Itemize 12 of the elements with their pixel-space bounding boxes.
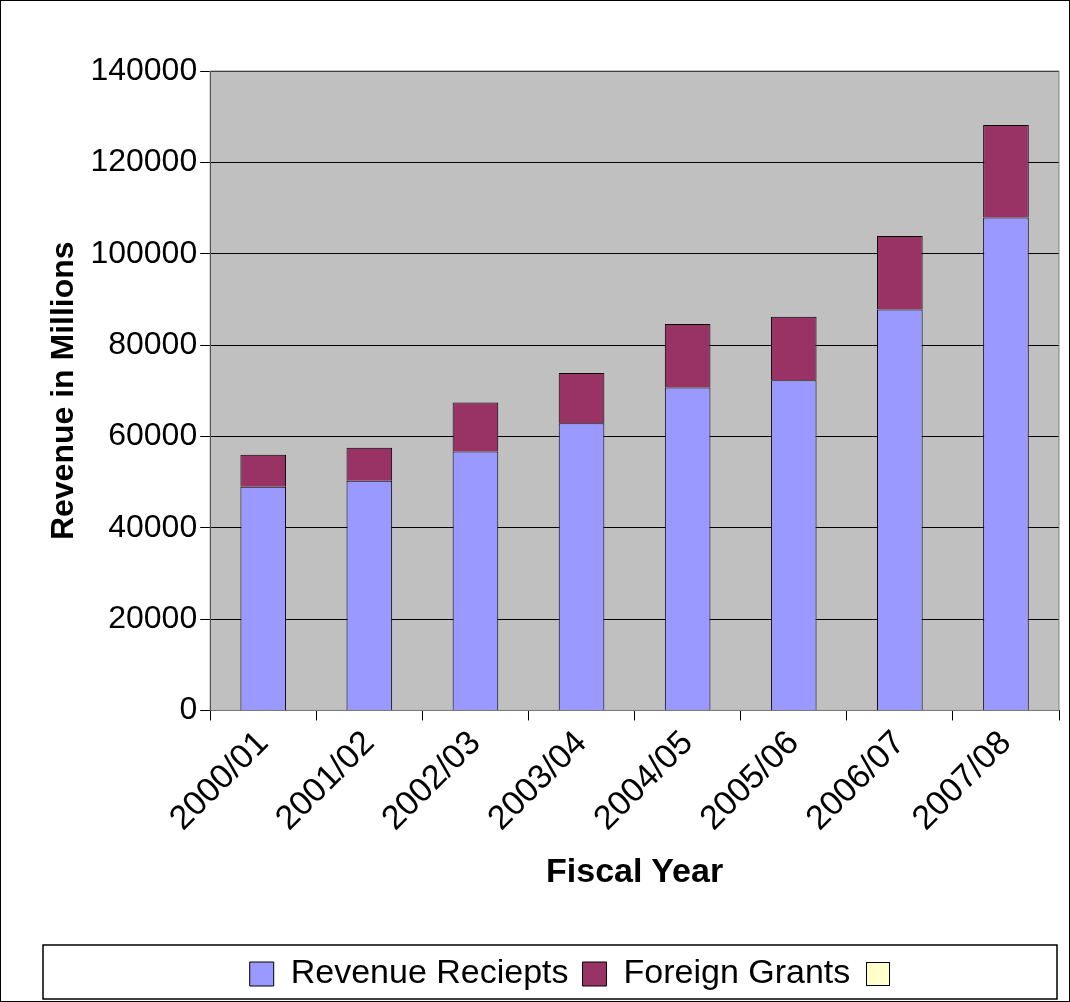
x-axis-title: Fiscal Year	[546, 850, 724, 889]
legend-label: Revenue Reciepts	[290, 952, 569, 991]
y-tick-label: 60000	[108, 416, 198, 453]
y-tick-label: 140000	[90, 50, 198, 87]
y-tick-label: 80000	[108, 324, 198, 361]
y-tick-label: 20000	[108, 598, 198, 635]
legend-label: Foreign Grants	[623, 952, 851, 991]
y-axis-title: Revenue in Millions	[44, 241, 81, 541]
y-tick-label: 0	[179, 690, 198, 727]
y-tick-label: 100000	[90, 233, 198, 270]
y-tick-label: 120000	[90, 142, 198, 179]
y-tick-label: 40000	[108, 507, 198, 544]
